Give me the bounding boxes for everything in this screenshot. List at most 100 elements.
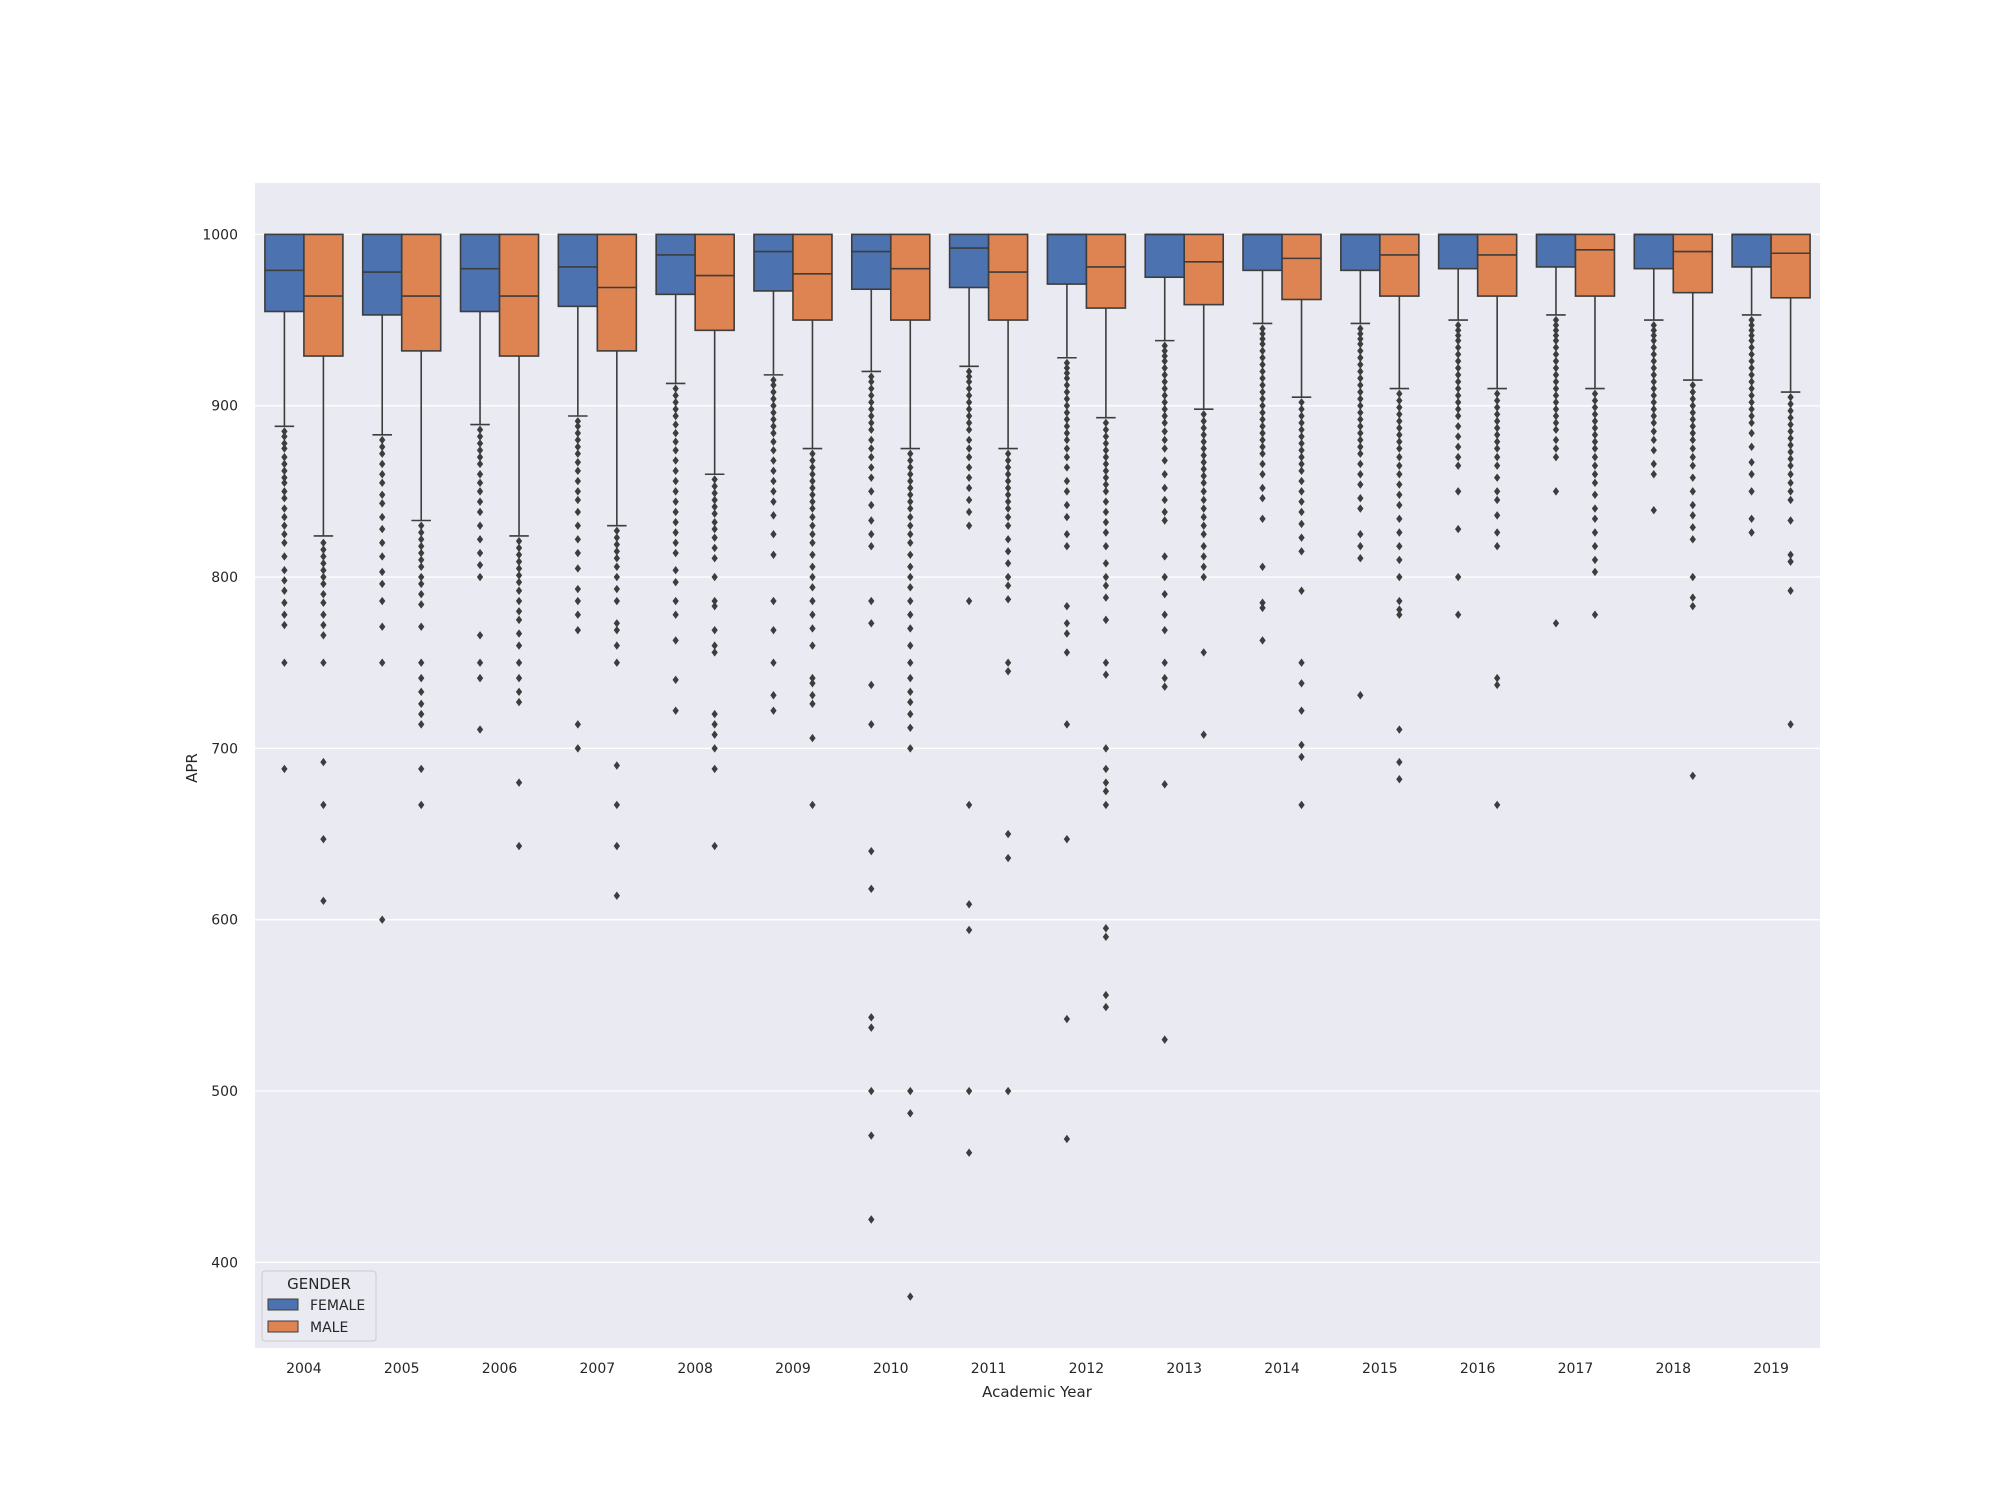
outlier-male-2019-17: [1787, 557, 1794, 566]
outlier-male-2010-12: [907, 538, 914, 547]
outlier-male-2019-11: [1787, 470, 1794, 479]
outlier-female-2008-2: [672, 398, 679, 407]
outlier-male-2012-31: [1102, 1002, 1110, 1012]
outlier-male-2011-3: [1004, 470, 1012, 479]
outlier-female-2019-17: [1748, 428, 1755, 438]
y-tick-label-500: 500: [211, 1084, 238, 1100]
box-female-2012: [1046, 233, 1088, 1144]
box-body-female-2006: [459, 233, 501, 313]
outlier-male-2009-13: [809, 550, 816, 559]
outlier-male-2009-1: [809, 456, 816, 465]
legend-label-male: MALE: [310, 1320, 348, 1336]
legend-swatch-male: [267, 1320, 299, 1333]
outlier-male-2010-29: [907, 1109, 914, 1118]
outlier-female-2007-15: [574, 564, 581, 573]
outlier-female-2008-19: [672, 565, 679, 575]
outlier-male-2009-4: [809, 476, 816, 486]
outlier-female-2005-16: [379, 658, 386, 667]
outlier-female-2013-20: [1161, 507, 1168, 517]
outlier-female-2008-5: [672, 420, 679, 429]
outlier-male-2009-5: [809, 483, 816, 493]
outlier-male-2008-3: [711, 495, 718, 505]
outlier-female-2010-2: [868, 384, 875, 393]
outlier-male-2015-11: [1396, 470, 1403, 479]
box-female-2015: [1340, 233, 1381, 700]
x-tick-label-2006: 2006: [482, 1361, 518, 1377]
outlier-male-2014-19: [1298, 658, 1305, 667]
outlier-male-2017-4: [1591, 416, 1599, 426]
legend-title: GENDER: [287, 1275, 351, 1293]
outlier-male-2011-10: [1004, 521, 1012, 530]
outlier-male-2011-18: [1004, 667, 1012, 676]
outlier-female-2016-5: [1455, 350, 1462, 359]
outlier-male-2010-27: [907, 744, 914, 753]
outlier-male-2016-18: [1494, 680, 1501, 690]
outlier-male-2018-21: [1689, 771, 1696, 780]
outlier-male-2018-15: [1689, 511, 1696, 520]
box-body-female-2004: [264, 233, 305, 313]
outlier-male-2019-1: [1787, 399, 1794, 409]
outlier-male-2009-15: [809, 572, 816, 582]
x-tick-label-2008: 2008: [677, 1361, 713, 1377]
outlier-female-2017-12: [1552, 391, 1560, 400]
outlier-male-2010-7: [907, 497, 914, 506]
outlier-male-2006-15: [515, 687, 523, 697]
outlier-male-2016-3: [1494, 410, 1501, 419]
outlier-female-2009-0: [770, 375, 777, 385]
outlier-male-2004-8: [320, 598, 327, 607]
outlier-male-2004-0: [320, 538, 327, 547]
outlier-male-2010-30: [907, 1292, 914, 1301]
outlier-male-2011-6: [1004, 490, 1012, 500]
outlier-female-2010-18: [868, 542, 875, 551]
outlier-male-2014-23: [1298, 752, 1305, 762]
outlier-female-2016-0: [1455, 320, 1462, 330]
outlier-male-2009-18: [809, 610, 816, 619]
outlier-male-2014-7: [1298, 446, 1305, 455]
outlier-male-2012-17: [1102, 572, 1110, 582]
outlier-female-2013-11: [1161, 411, 1168, 421]
box-body-male-2018: [1672, 233, 1714, 294]
outlier-male-2016-14: [1494, 511, 1501, 520]
outlier-female-2018-3: [1650, 336, 1657, 345]
outlier-female-2010-23: [868, 846, 875, 856]
outlier-male-2015-4: [1396, 416, 1403, 426]
outlier-male-2007-7: [613, 584, 620, 594]
outlier-female-2011-7: [965, 411, 973, 421]
outlier-male-2018-5: [1689, 415, 1696, 424]
outlier-female-2018-8: [1650, 370, 1657, 380]
outlier-female-2017-2: [1552, 326, 1560, 335]
outlier-female-2016-8: [1455, 370, 1462, 380]
outlier-male-2017-1: [1591, 396, 1599, 405]
outlier-male-2013-17: [1200, 542, 1207, 551]
outlier-male-2015-13: [1396, 490, 1403, 500]
outlier-female-2008-0: [672, 384, 679, 393]
outlier-female-2008-6: [672, 428, 679, 438]
outlier-male-2013-12: [1200, 495, 1207, 505]
outlier-male-2016-13: [1494, 495, 1501, 505]
outlier-female-2016-4: [1455, 343, 1462, 352]
outlier-female-2010-22: [868, 720, 875, 729]
outlier-female-2007-10: [574, 495, 581, 505]
outlier-male-2016-2: [1494, 403, 1501, 412]
outlier-male-2006-4: [515, 564, 523, 573]
outlier-male-2012-3: [1102, 439, 1110, 448]
outlier-female-2011-13: [965, 463, 973, 472]
outlier-female-2015-0: [1357, 324, 1364, 333]
outlier-female-2016-7: [1455, 363, 1462, 373]
outlier-male-2014-5: [1298, 432, 1305, 441]
outlier-female-2019-16: [1748, 418, 1755, 428]
outlier-female-2016-17: [1455, 442, 1462, 452]
outlier-female-2004-14: [281, 530, 288, 539]
outlier-female-2014-13: [1259, 408, 1266, 417]
outlier-male-2013-3: [1200, 430, 1207, 440]
outlier-female-2006-15: [476, 572, 484, 582]
box-body-male-2016: [1476, 233, 1518, 297]
x-tick-label-2005: 2005: [384, 1361, 420, 1377]
outlier-male-2009-10: [809, 521, 816, 530]
outlier-male-2014-20: [1298, 679, 1305, 688]
outlier-male-2010-25: [907, 709, 914, 719]
outlier-male-2008-4: [711, 502, 718, 512]
outlier-female-2019-12: [1748, 391, 1755, 400]
outlier-male-2017-20: [1591, 610, 1599, 619]
